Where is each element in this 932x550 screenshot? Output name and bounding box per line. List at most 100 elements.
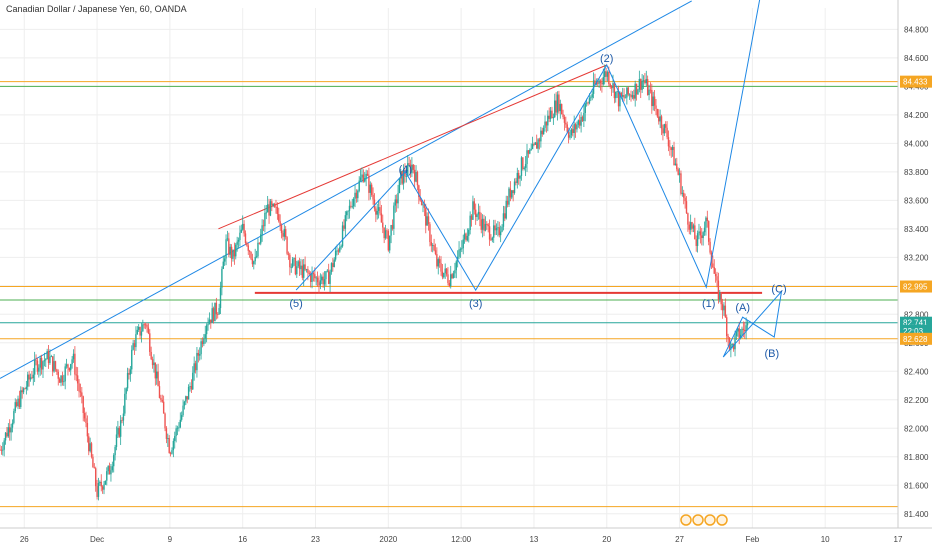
- candle-body: [494, 225, 496, 231]
- candle-body: [35, 359, 37, 361]
- candle-body: [610, 86, 613, 89]
- candle-body: [71, 359, 73, 365]
- candle-body: [576, 124, 578, 130]
- candle-body: [121, 420, 123, 421]
- candle-body: [40, 357, 43, 370]
- candle-body: [244, 233, 247, 243]
- candle-body: [531, 144, 534, 150]
- candle-body: [430, 242, 433, 246]
- candle-body: [284, 229, 287, 238]
- candle-body: [175, 428, 177, 437]
- candle-body: [203, 338, 205, 345]
- candle-body: [64, 366, 66, 382]
- candle-body: [60, 375, 62, 383]
- price-tag: [900, 75, 932, 88]
- candle-body: [201, 341, 204, 345]
- candle-body: [477, 211, 480, 215]
- y-tick-label: 84.000: [904, 139, 929, 148]
- candle-body: [200, 341, 202, 355]
- candle-body: [448, 282, 451, 287]
- candle-body: [651, 90, 653, 107]
- x-tick-label: Dec: [90, 535, 104, 544]
- candle-body: [509, 188, 512, 198]
- candle-body: [605, 71, 607, 77]
- candle-body: [122, 413, 125, 421]
- candle-body: [70, 364, 72, 371]
- candle-body: [36, 360, 39, 372]
- candle-body: [124, 393, 126, 414]
- candle-body: [433, 245, 435, 251]
- candle-body: [207, 323, 209, 326]
- price-tag-label: 84.433: [903, 78, 928, 87]
- candle-body: [47, 351, 50, 363]
- y-tick-label: 82.400: [904, 367, 929, 376]
- candle-body: [246, 242, 248, 246]
- candle-body: [101, 486, 104, 490]
- candle-body: [239, 232, 241, 240]
- candle-body: [53, 361, 55, 372]
- candle-body: [432, 245, 434, 246]
- candle-body: [58, 378, 61, 383]
- candle-body: [678, 173, 681, 175]
- candle-body: [466, 235, 469, 241]
- candle-body: [498, 227, 500, 236]
- candle-body: [167, 438, 169, 439]
- candle-body: [566, 124, 568, 132]
- y-tick-label: 82.800: [904, 310, 929, 319]
- candle-body: [150, 351, 152, 360]
- candle-body: [314, 274, 316, 279]
- candle-body: [352, 198, 355, 207]
- candle-body: [49, 356, 51, 363]
- candle-body: [508, 188, 510, 205]
- candle-body: [445, 268, 448, 275]
- candle-body: [337, 250, 340, 252]
- candle-body: [662, 128, 664, 134]
- candle-body: [570, 129, 573, 136]
- candle-body: [584, 103, 586, 113]
- candle-body: [669, 146, 671, 148]
- candle-body: [418, 185, 420, 198]
- candle-body: [390, 225, 392, 236]
- candle-body: [483, 218, 485, 231]
- wave-label: (C): [771, 284, 786, 296]
- candle-body: [646, 79, 649, 96]
- candle-body: [17, 398, 19, 407]
- candle-body: [68, 367, 71, 371]
- candle-body: [143, 324, 145, 326]
- candle-body: [232, 249, 234, 259]
- candle-body: [574, 124, 577, 130]
- candle-body: [28, 374, 30, 380]
- candle-body: [692, 225, 695, 229]
- candle-body: [373, 199, 376, 209]
- candle-body: [240, 229, 243, 233]
- candle-body: [587, 102, 589, 104]
- candle-body: [470, 215, 473, 220]
- candle-body: [637, 89, 639, 95]
- y-tick-label: 82.200: [904, 396, 929, 405]
- candle-body: [588, 98, 591, 104]
- chart-title: Canadian Dollar / Japanese Yen, 60, OAND…: [6, 4, 187, 14]
- candle-body: [685, 201, 688, 214]
- candle-body: [696, 233, 699, 246]
- candle-body: [67, 364, 69, 368]
- price-tag: [900, 280, 932, 293]
- candle-body: [215, 302, 218, 315]
- candle-body: [465, 233, 467, 241]
- candle-body: [255, 256, 258, 258]
- candle-body: [160, 397, 162, 400]
- candle-body: [3, 440, 5, 450]
- candle-body: [185, 396, 187, 402]
- x-tick-label: 17: [894, 535, 903, 544]
- candle-body: [322, 276, 324, 285]
- candle-body: [22, 388, 25, 393]
- candle-body: [96, 486, 98, 497]
- candle-body: [487, 224, 489, 227]
- candle-body: [479, 211, 481, 220]
- candle-body: [46, 351, 48, 360]
- candle-body: [214, 302, 216, 322]
- candle-body: [413, 169, 416, 182]
- candle-body: [419, 197, 421, 201]
- candle-body: [526, 150, 528, 165]
- candle-body: [25, 386, 28, 389]
